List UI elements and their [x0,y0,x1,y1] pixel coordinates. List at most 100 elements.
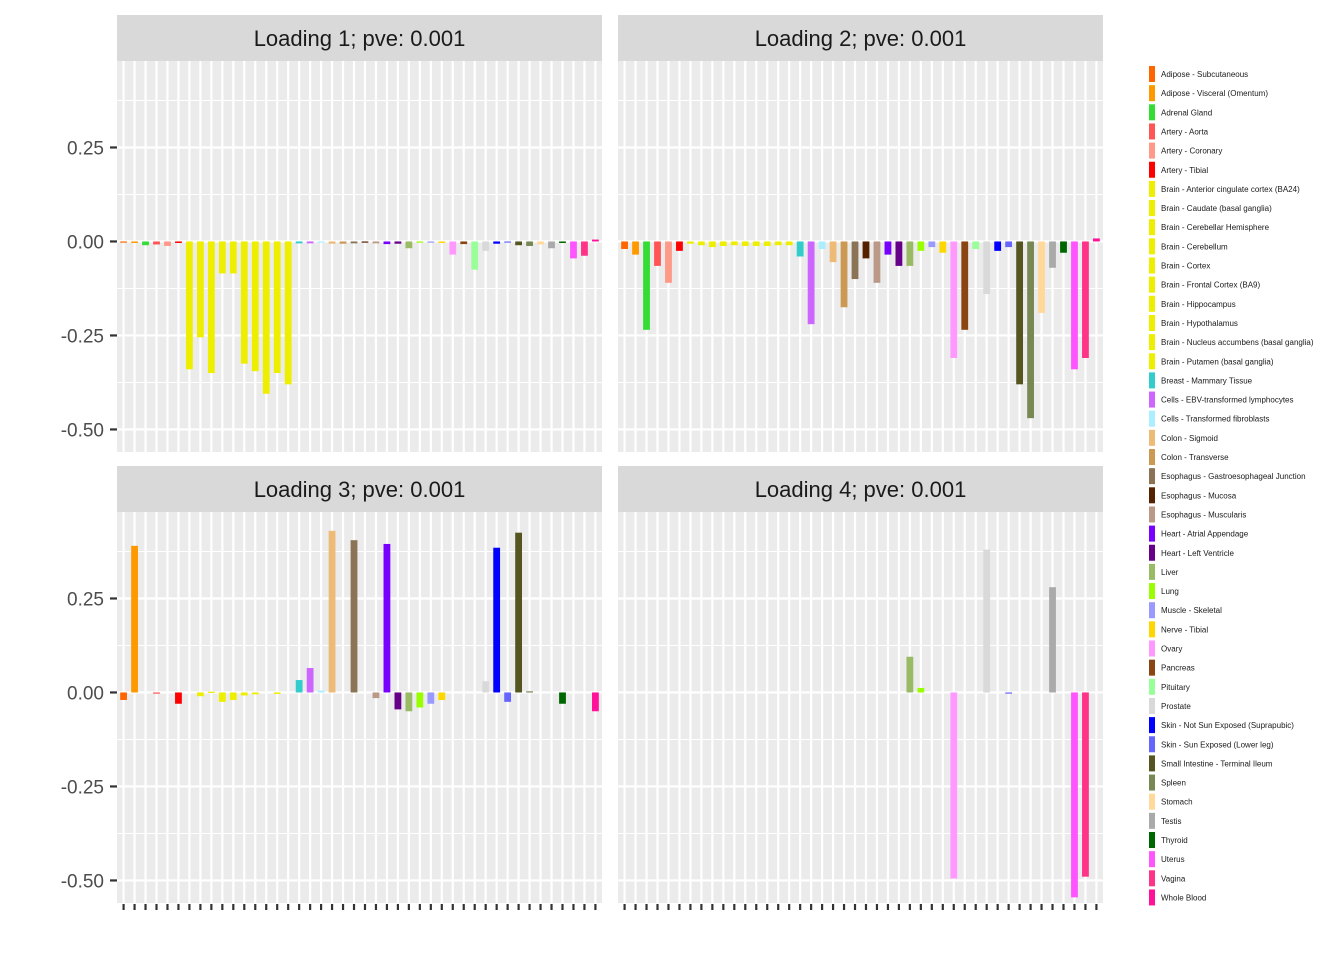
bar [449,241,457,255]
legend-key [1149,640,1155,657]
bar [196,241,204,338]
legend-label: Esophagus - Gastroesophageal Junction [1161,472,1306,481]
legend-key [1149,755,1155,772]
panel-background [618,512,1103,903]
bar [570,241,577,259]
legend-label: Adrenal Gland [1161,108,1212,117]
bar [917,687,925,693]
bar [229,692,237,700]
legend-label: Brain - Hypothalamus [1161,319,1238,328]
legend-label: Brain - Cerebellum [1161,242,1228,251]
bar [1093,238,1100,242]
bar [131,545,138,693]
bar [950,692,958,879]
bar [961,241,969,330]
bar [295,680,303,693]
legend-key [1149,372,1155,389]
bar [372,692,380,699]
bar [262,241,270,394]
legend-label: Brain - Anterior cingulate cortex (BA24) [1161,185,1300,194]
legend-key [1149,200,1155,217]
bar [438,241,446,243]
legend-label: Pituitary [1161,683,1190,692]
bar [207,691,215,693]
bar [273,692,281,694]
bar [482,681,490,693]
bar [405,692,413,712]
legend-key [1149,697,1155,714]
legend-key [1149,391,1155,408]
bar [131,241,138,243]
bar [687,241,694,244]
bar [665,241,672,283]
bar [1071,241,1078,370]
bar [240,241,248,364]
legend-label: Brain - Putamen (basal ganglia) [1161,357,1274,366]
legend-label: Adipose - Subcutaneous [1161,70,1248,79]
legend-key [1149,506,1155,523]
bar [273,241,281,374]
legend-label: Brain - Nucleus accumbens (basal ganglia… [1161,338,1314,347]
bar [906,241,914,266]
legend-key [1149,602,1155,619]
legend-key [1149,314,1155,331]
bar [559,241,566,243]
legend-label: Testis [1161,817,1181,826]
legend-key [1149,276,1155,293]
legend-key [1149,468,1155,485]
bar [251,692,259,695]
legend-key [1149,180,1155,197]
bar [284,241,292,385]
legend-key [1149,717,1155,734]
bar [676,241,683,251]
bar [372,241,380,244]
bar [493,241,501,244]
bar [581,241,588,256]
bar [840,241,848,308]
legend-label: Heart - Atrial Appendage [1161,530,1249,539]
bar [328,530,336,693]
bar [196,692,204,697]
y-tick-label: 0.00 [67,683,104,704]
bar [383,241,391,245]
legend-key [1149,525,1155,542]
legend-label: Vagina [1161,874,1186,883]
legend-label: Nerve - Tibial [1161,625,1208,634]
bar [592,239,599,242]
bar [796,241,804,257]
legend-key [1149,104,1155,121]
bar [950,241,958,359]
bar [1082,692,1089,877]
bar [972,241,980,249]
bar [175,241,182,243]
bar [873,241,881,283]
legend-label: Skin - Not Sun Exposed (Suprapubic) [1161,721,1294,730]
legend-label: Ovary [1161,645,1182,654]
facet-title: Loading 3; pve: 0.001 [254,477,466,502]
bar [471,241,479,270]
legend-label: Pancreas [1161,664,1195,673]
bar [526,241,533,246]
bar [493,547,501,693]
bar [186,241,193,370]
bar [526,691,533,693]
legend-label: Artery - Aorta [1161,127,1209,136]
legend-key [1149,429,1155,446]
legend-key [1149,123,1155,140]
bar [818,241,826,249]
y-tick-label: -0.50 [61,420,104,441]
bar [240,692,248,696]
bar [207,241,215,374]
facet-title: Loading 2; pve: 0.001 [755,26,967,51]
legend-key [1149,678,1155,695]
legend-key [1149,161,1155,178]
bar [548,241,555,249]
legend-label: Brain - Caudate (basal ganglia) [1161,204,1272,213]
bar [708,241,716,248]
legend-label: Skin - Sun Exposed (Lower leg) [1161,740,1274,749]
bar [361,241,369,243]
facet-strip [117,15,602,61]
bar [175,692,182,704]
legend-key [1149,219,1155,236]
legend-key [1149,563,1155,580]
